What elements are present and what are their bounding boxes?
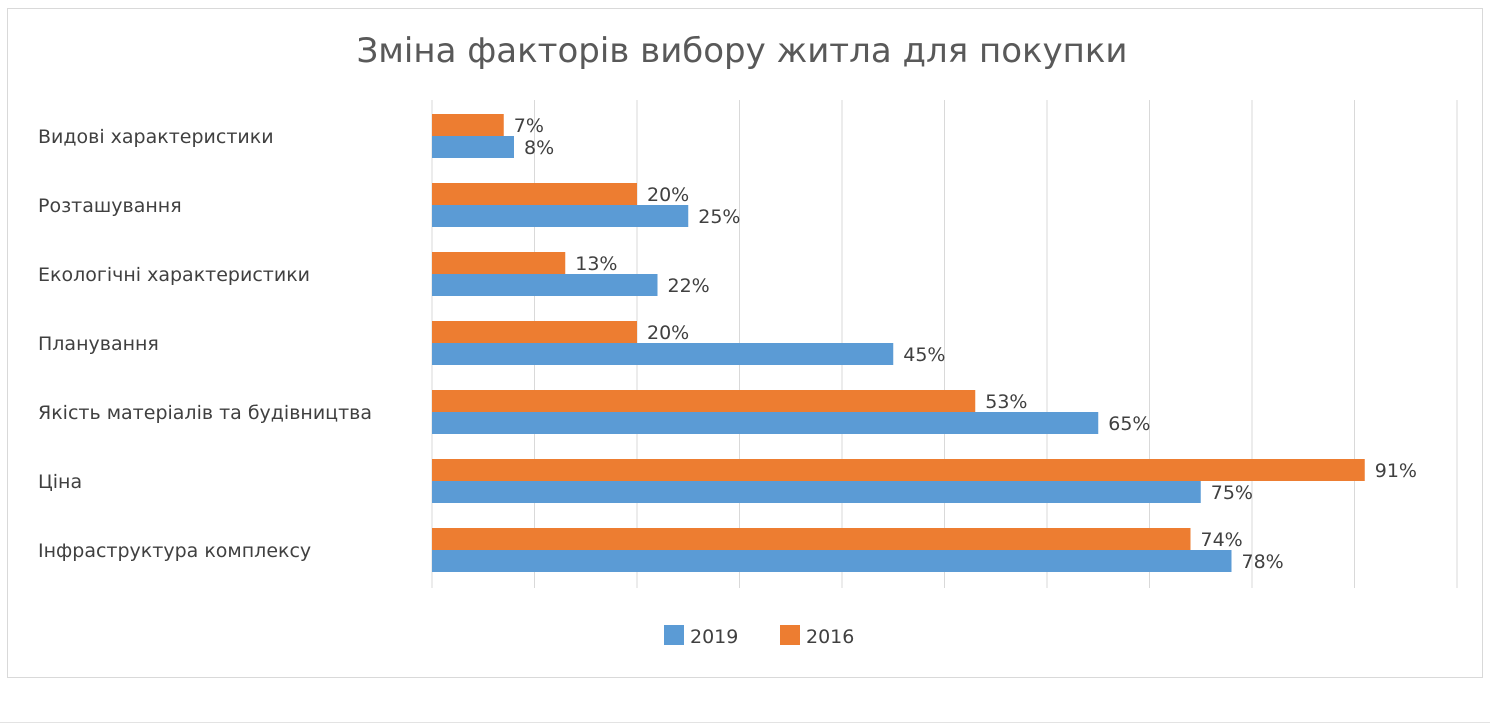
bar-2016 [432,390,976,412]
data-label-2016: 7% [514,115,544,137]
data-label-2016: 53% [985,391,1027,413]
data-label-2016: 74% [1201,529,1243,551]
bar-2019 [432,550,1232,572]
bar-2019 [432,343,894,365]
data-labels: 7%8% 20% 25% 13% 22% 20% 45% 53% 65% 91% 75% 74%78% [514,115,1417,573]
bar-2016 [432,114,504,136]
data-label-2016: 20% [647,184,689,206]
data-label-2019: 45% [903,344,945,366]
data-label-2016: 20% [647,322,689,344]
bar-2019 [432,205,689,227]
data-label-2019: 8% [524,137,554,159]
bar-2016 [432,459,1365,481]
bar-2016 [432,252,566,274]
legend-swatch-2016 [780,625,800,645]
category-label: Екологічні характеристики [38,264,310,286]
category-label: Планування [38,333,159,355]
data-label-2019: 25% [698,206,740,228]
data-label-2019: 65% [1108,413,1150,435]
bar-2019 [432,481,1201,503]
data-label-2019: 75% [1211,482,1253,504]
category-label: Видові характеристики [38,126,274,148]
bar-2019 [432,274,658,296]
category-label: Інфраструктура комплексу [38,540,311,562]
legend: 2019 2016 [664,625,854,648]
data-label-2019: 78% [1242,551,1284,573]
bar-2016 [432,528,1191,550]
bar-2019 [432,412,1099,434]
legend-label-2019: 2019 [690,626,738,648]
legend-swatch-2019 [664,625,684,645]
data-label-2019: 22% [668,275,710,297]
category-labels: Видові характеристики Розташування Екологі… [38,126,372,562]
bar-2019 [432,136,514,158]
bar-2016 [432,321,637,343]
category-label: Розташування [38,195,182,217]
data-label-2016: 91% [1375,460,1417,482]
page-divider [0,722,1490,723]
data-label-2016: 13% [575,253,617,275]
category-label: Якість матеріалів та будівництва [38,402,372,424]
bar-2016 [432,183,637,205]
category-label: Ціна [38,471,82,493]
legend-label-2016: 2016 [806,626,854,648]
chart-title: Зміна факторів вибору житла для покупки [356,31,1127,71]
bars [432,114,1365,572]
